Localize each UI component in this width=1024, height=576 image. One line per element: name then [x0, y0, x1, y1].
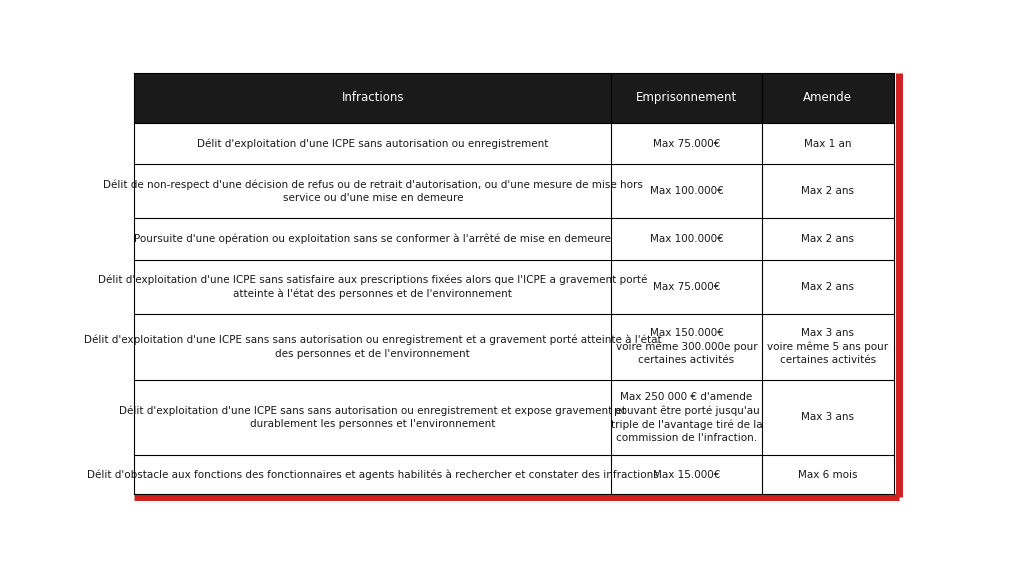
- Bar: [762, 164, 894, 218]
- Bar: [611, 164, 762, 218]
- Text: Délit de non-respect d'une décision de refus ou de retrait d'autorisation, ou d': Délit de non-respect d'une décision de r…: [102, 180, 643, 203]
- Bar: [134, 164, 611, 218]
- Text: Max 2 ans: Max 2 ans: [801, 186, 854, 196]
- Bar: [134, 123, 611, 164]
- Bar: [134, 73, 611, 123]
- Bar: [762, 123, 894, 164]
- Bar: [762, 380, 894, 455]
- Text: Max 250 000 € d'amende
pouvant être porté jusqu'au
triple de l'avantage tiré de : Max 250 000 € d'amende pouvant être port…: [610, 392, 762, 443]
- Bar: [762, 260, 894, 314]
- Bar: [611, 73, 762, 123]
- Text: Poursuite d'une opération ou exploitation sans se conformer à l'arrêté de mise e: Poursuite d'une opération ou exploitatio…: [134, 234, 611, 244]
- Text: Max 3 ans: Max 3 ans: [801, 412, 854, 422]
- Text: Délit d'exploitation d'une ICPE sans sans autorisation ou enregistrement et expo: Délit d'exploitation d'une ICPE sans san…: [120, 406, 627, 429]
- Bar: [611, 218, 762, 260]
- Bar: [134, 260, 611, 314]
- Bar: [762, 73, 894, 123]
- Text: Max 150.000€
voire même 300.000e pour
certaines activités: Max 150.000€ voire même 300.000e pour ce…: [615, 328, 758, 365]
- Bar: [611, 380, 762, 455]
- Text: Emprisonnement: Emprisonnement: [636, 92, 737, 104]
- Text: Max 2 ans: Max 2 ans: [801, 282, 854, 292]
- Text: Infractions: Infractions: [342, 92, 404, 104]
- Bar: [762, 455, 894, 494]
- Text: Max 100.000€: Max 100.000€: [649, 186, 723, 196]
- Text: Délit d'exploitation d'une ICPE sans satisfaire aux prescriptions fixées alors q: Délit d'exploitation d'une ICPE sans sat…: [98, 275, 647, 299]
- Text: Max 1 an: Max 1 an: [804, 139, 852, 149]
- Bar: [762, 218, 894, 260]
- Text: Max 75.000€: Max 75.000€: [652, 139, 720, 149]
- Bar: [611, 123, 762, 164]
- Bar: [134, 380, 611, 455]
- Text: Amende: Amende: [803, 92, 852, 104]
- Bar: [611, 260, 762, 314]
- Text: Délit d'obstacle aux fonctions des fonctionnaires et agents habilités à recherch: Délit d'obstacle aux fonctions des fonct…: [87, 469, 658, 480]
- Bar: [611, 314, 762, 380]
- Text: Max 100.000€: Max 100.000€: [649, 234, 723, 244]
- Bar: [134, 455, 611, 494]
- Text: Max 75.000€: Max 75.000€: [652, 282, 720, 292]
- Bar: [611, 455, 762, 494]
- Text: Max 15.000€: Max 15.000€: [652, 469, 720, 480]
- Text: Max 2 ans: Max 2 ans: [801, 234, 854, 244]
- Text: Délit d'exploitation d'une ICPE sans autorisation ou enregistrement: Délit d'exploitation d'une ICPE sans aut…: [198, 138, 549, 149]
- Text: Délit d'exploitation d'une ICPE sans sans autorisation ou enregistrement et a gr: Délit d'exploitation d'une ICPE sans san…: [84, 335, 662, 359]
- Bar: [762, 314, 894, 380]
- Bar: [134, 314, 611, 380]
- Text: Max 6 mois: Max 6 mois: [798, 469, 857, 480]
- Text: Max 3 ans
voire même 5 ans pour
certaines activités: Max 3 ans voire même 5 ans pour certaine…: [767, 328, 888, 365]
- Bar: [134, 218, 611, 260]
